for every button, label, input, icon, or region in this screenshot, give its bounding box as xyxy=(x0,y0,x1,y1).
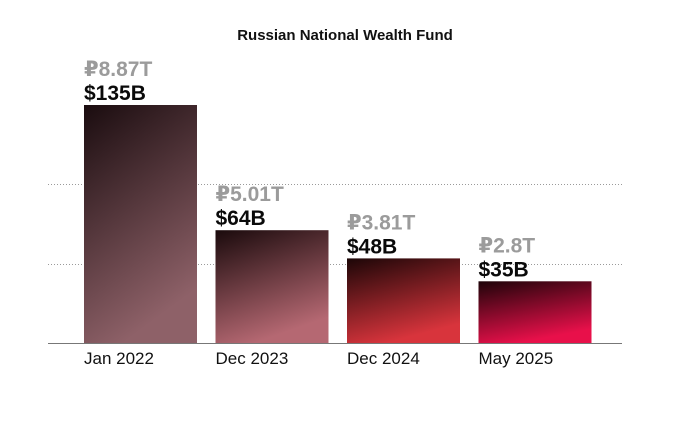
bar-jan-2022 xyxy=(84,105,197,343)
x-tick-label: Dec 2024 xyxy=(347,349,420,368)
bar-dec-2023 xyxy=(215,230,329,343)
chart-title: Russian National Wealth Fund xyxy=(237,27,453,44)
usd-value-label: $48B xyxy=(347,235,397,258)
x-tick-label: May 2025 xyxy=(479,349,554,368)
rub-value-label: ₽3.81T xyxy=(347,211,415,234)
rub-value-label: ₽5.01T xyxy=(216,183,284,206)
bar-dec-2024 xyxy=(347,258,460,343)
rub-value-label: ₽8.87T xyxy=(84,58,152,81)
usd-value-label: $135B xyxy=(84,82,146,105)
rub-value-label: ₽2.8T xyxy=(479,234,536,257)
usd-value-label: $64B xyxy=(216,207,266,230)
x-tick-label: Dec 2023 xyxy=(216,349,289,368)
bars xyxy=(84,105,592,343)
usd-value-label: $35B xyxy=(479,258,529,281)
bar-may-2025 xyxy=(478,281,592,343)
x-tick-label: Jan 2022 xyxy=(84,349,154,368)
labels: $135B₽8.87T Jan 2022 $64B₽5.01T Dec 2023 $48… xyxy=(84,58,553,368)
